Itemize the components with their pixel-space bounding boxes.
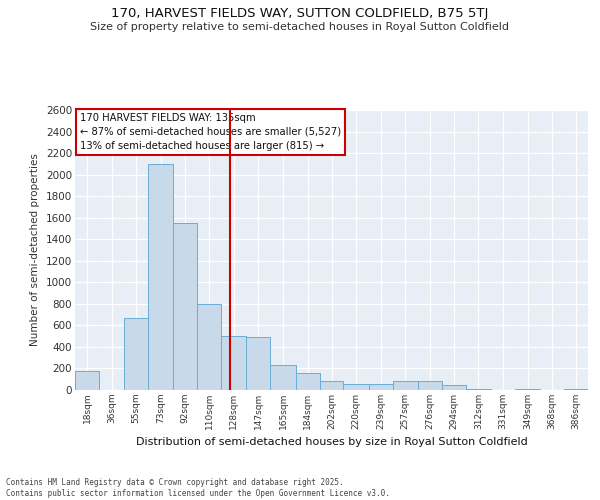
X-axis label: Distribution of semi-detached houses by size in Royal Sutton Coldfield: Distribution of semi-detached houses by …: [136, 438, 527, 448]
Bar: [271, 365, 296, 390]
Bar: [173, 223, 197, 390]
Bar: [320, 382, 343, 390]
Bar: [221, 336, 247, 390]
Bar: [418, 382, 442, 390]
Bar: [247, 337, 271, 390]
Bar: [148, 164, 173, 390]
Text: 170 HARVEST FIELDS WAY: 135sqm
← 87% of semi-detached houses are smaller (5,527): 170 HARVEST FIELDS WAY: 135sqm ← 87% of …: [80, 113, 341, 151]
Bar: [296, 373, 320, 390]
Bar: [343, 384, 369, 390]
Bar: [197, 304, 221, 390]
Bar: [392, 382, 418, 390]
Bar: [466, 389, 491, 390]
Text: Contains HM Land Registry data © Crown copyright and database right 2025.
Contai: Contains HM Land Registry data © Crown c…: [6, 478, 390, 498]
Bar: [515, 389, 540, 390]
Bar: [124, 318, 148, 390]
Bar: [369, 384, 392, 390]
Text: 170, HARVEST FIELDS WAY, SUTTON COLDFIELD, B75 5TJ: 170, HARVEST FIELDS WAY, SUTTON COLDFIEL…: [112, 8, 488, 20]
Bar: [442, 384, 466, 390]
Text: Size of property relative to semi-detached houses in Royal Sutton Coldfield: Size of property relative to semi-detach…: [91, 22, 509, 32]
Y-axis label: Number of semi-detached properties: Number of semi-detached properties: [31, 154, 40, 346]
Bar: [564, 389, 588, 390]
Bar: [75, 371, 99, 390]
